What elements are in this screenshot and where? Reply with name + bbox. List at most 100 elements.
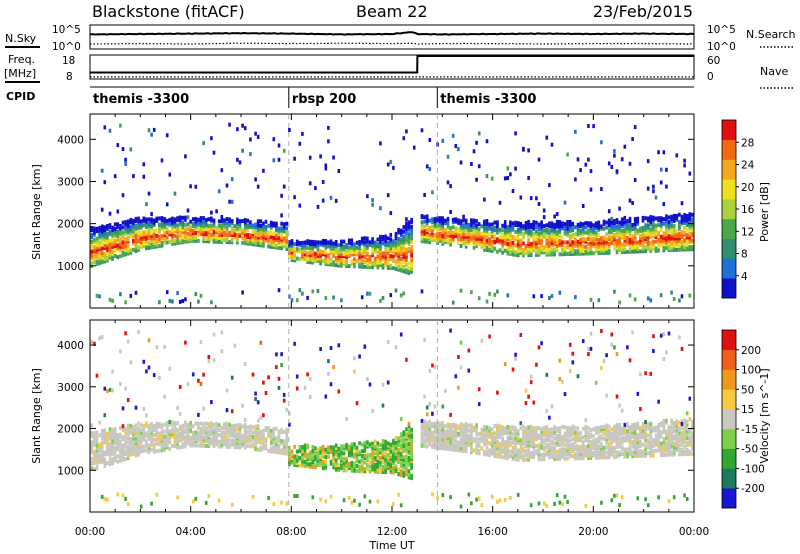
vel-cell <box>340 446 343 451</box>
power-cell <box>126 221 130 226</box>
vel-cell <box>470 501 473 506</box>
power-cell <box>108 223 112 228</box>
vel-cell <box>191 437 195 442</box>
power-cell <box>275 236 278 241</box>
power-cell <box>691 238 694 243</box>
power-cell <box>217 226 221 231</box>
vel-cell <box>449 442 452 447</box>
vel-cell <box>230 409 234 414</box>
power-cell <box>337 254 341 259</box>
vel-cell <box>553 451 556 456</box>
power-cell <box>659 218 663 223</box>
vel-cell <box>410 466 413 471</box>
power-cell <box>384 234 387 239</box>
power-cell <box>334 258 338 263</box>
power-cell <box>316 289 320 293</box>
vel-cell <box>381 446 385 450</box>
vel-cell <box>103 440 107 445</box>
vel-cell <box>254 397 257 401</box>
vel-cell <box>438 444 442 449</box>
power-cell <box>407 241 411 246</box>
vel-cell <box>93 442 96 447</box>
vel-cell <box>116 437 120 442</box>
power-cell <box>506 237 510 242</box>
vel-cell <box>134 427 138 432</box>
power-cell <box>425 232 429 237</box>
vel-cell <box>436 443 439 448</box>
power-cell <box>119 123 122 128</box>
power-cell <box>116 245 120 250</box>
power-cell <box>277 143 281 148</box>
power-cell <box>618 227 621 232</box>
vel-cell <box>254 440 257 445</box>
power-cell <box>202 232 205 236</box>
vel-cell <box>228 442 231 447</box>
vel-cell <box>249 426 252 431</box>
vel-cell <box>134 441 138 446</box>
colorbar-swatch <box>722 159 736 180</box>
vel-cell <box>371 458 374 462</box>
power-cell <box>688 219 692 224</box>
power-cell <box>545 230 549 235</box>
vel-cell <box>178 438 182 443</box>
power-cell <box>610 229 614 234</box>
vel-cell <box>566 432 569 437</box>
vel-cell <box>285 438 289 443</box>
power-cell <box>220 238 224 242</box>
vel-cell <box>516 440 520 445</box>
vel-cell <box>95 459 99 464</box>
power-cell <box>327 125 330 130</box>
vel-cell <box>262 441 265 446</box>
vel-cell <box>618 452 621 457</box>
power-cell <box>212 229 216 234</box>
vel-cell <box>103 459 107 464</box>
power-cell <box>103 244 107 248</box>
power-cell <box>657 230 660 235</box>
power-cell <box>238 224 242 229</box>
power-cell <box>220 219 224 224</box>
power-cell <box>394 246 398 250</box>
freq-label: Freq. <box>8 53 35 66</box>
colorbar-tick-label: 8 <box>741 249 748 261</box>
vel-cell <box>249 428 252 433</box>
power-cell <box>566 240 569 245</box>
power-cell <box>129 147 133 152</box>
power-cell <box>607 209 611 214</box>
power-cell <box>163 224 166 229</box>
vel-cell <box>150 433 153 438</box>
power-cell <box>163 240 166 245</box>
vel-cell <box>217 423 221 428</box>
power-cell <box>459 227 463 232</box>
vel-cell <box>210 400 213 405</box>
power-cell <box>568 250 572 255</box>
vel-cell <box>173 428 177 433</box>
vel-cell <box>212 430 216 434</box>
power-cell <box>589 169 593 174</box>
power-cell <box>121 235 125 240</box>
vel-cell <box>293 341 296 346</box>
vel-cell <box>202 372 205 377</box>
vel-cell <box>269 440 273 445</box>
vel-cell <box>290 456 294 461</box>
power-cell <box>90 256 94 261</box>
power-cell <box>256 237 260 242</box>
vel-cell <box>584 429 588 434</box>
power-cell <box>197 217 200 222</box>
power-cell <box>345 253 348 257</box>
vel-cell <box>137 430 140 435</box>
power-cell <box>626 219 629 224</box>
power-cell <box>319 253 322 258</box>
power-cell <box>501 239 504 244</box>
power-cell <box>503 237 507 242</box>
vel-cell <box>441 430 445 435</box>
vel-cell <box>277 385 281 390</box>
vel-cell <box>275 436 278 441</box>
vel-cell <box>126 426 130 431</box>
vel-cell <box>441 427 445 432</box>
vel-cell <box>212 432 216 437</box>
power-cell <box>646 232 650 237</box>
power-cell <box>678 231 681 236</box>
power-cell <box>108 255 112 260</box>
vel-cell <box>303 453 307 458</box>
power-cell <box>285 247 289 251</box>
